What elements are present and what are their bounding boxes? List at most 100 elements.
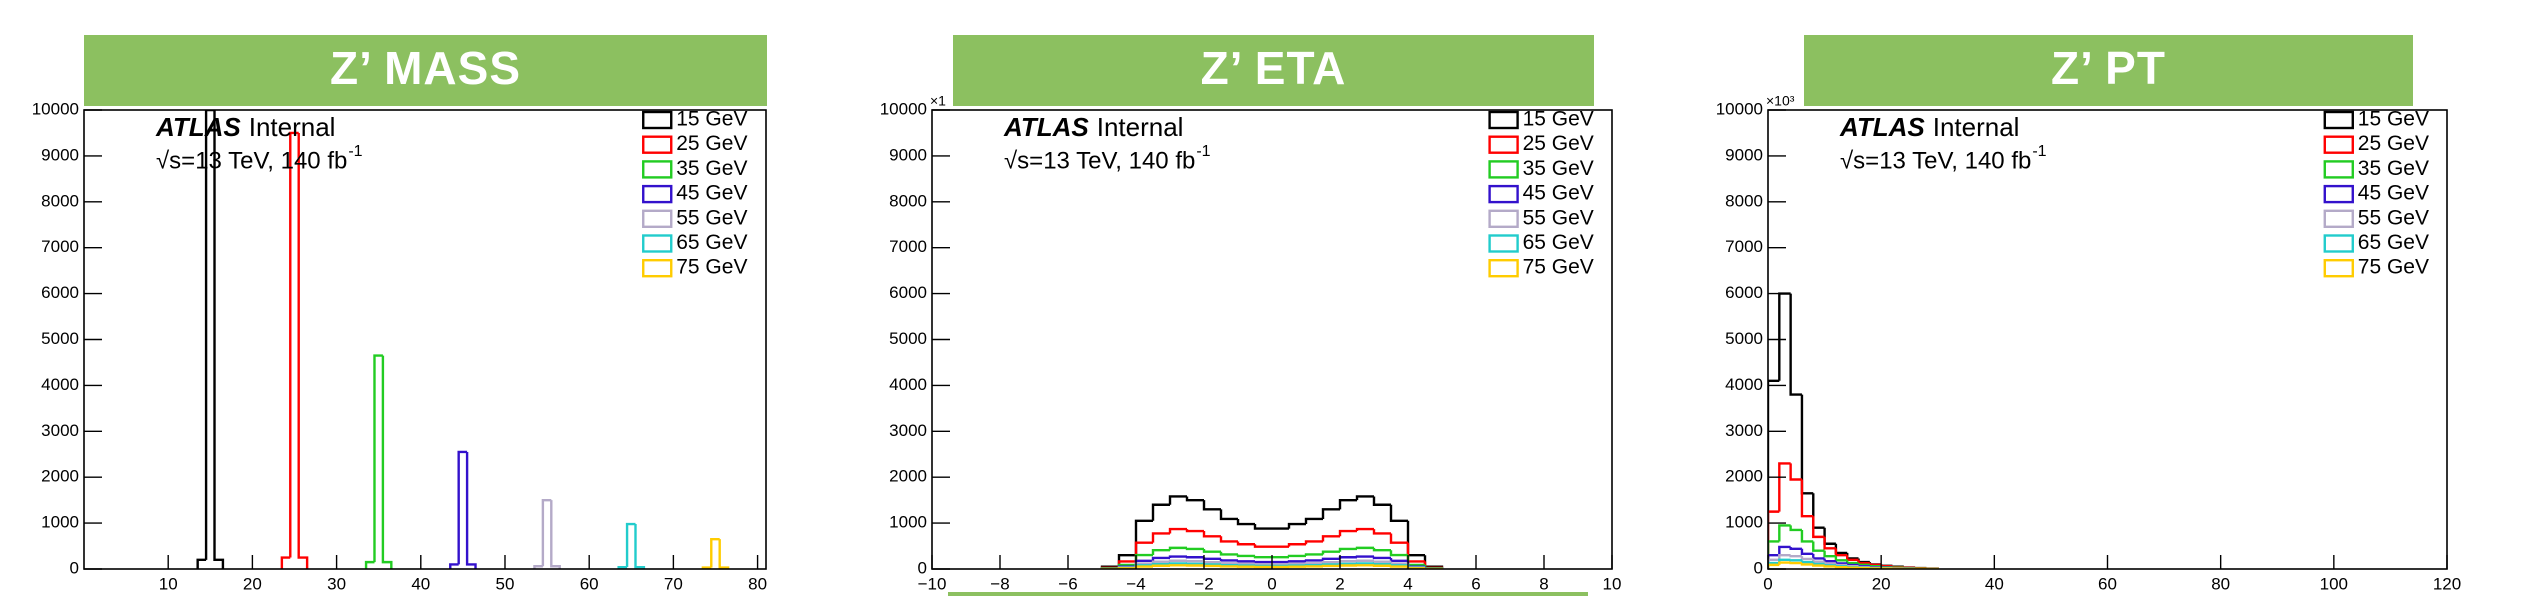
histogram-bin [1768, 563, 1780, 569]
y-tick-label: 9000 [41, 145, 79, 164]
histogram-bin [1846, 552, 1859, 560]
histogram-bin [1253, 544, 1272, 548]
legend-swatch [2323, 234, 2354, 253]
histogram-bin [1253, 524, 1272, 530]
histogram-bin [1846, 560, 1859, 565]
histogram-bin [1287, 560, 1306, 563]
underline [948, 592, 1588, 596]
x-tick-label: 4 [1403, 574, 1412, 593]
histogram-bin [1304, 562, 1323, 565]
legend-label: 75 GeV [2358, 256, 2429, 279]
legend-label: 65 GeV [2358, 231, 2429, 254]
histogram-bin [1372, 496, 1391, 506]
chart-title: Z’ ETA [1201, 42, 1347, 94]
histogram-bin [1800, 560, 1814, 564]
histogram-bin [1151, 564, 1170, 567]
histogram-bin [1355, 546, 1374, 550]
histogram-bin [1406, 555, 1425, 567]
legend-label: 35 GeV [1523, 157, 1594, 180]
y-tick-label: 2000 [889, 467, 927, 486]
histogram-bin [1168, 559, 1187, 562]
legend-swatch [1488, 110, 1519, 130]
histogram-bin [1321, 564, 1340, 568]
histogram-bin [1800, 548, 1814, 556]
status-label: Internal [1097, 112, 1184, 142]
histogram-bin [1321, 535, 1340, 542]
x-tick-label: 40 [411, 574, 430, 593]
histogram-bin [1372, 547, 1391, 552]
histogram-bin [718, 539, 730, 569]
histogram-bin [1789, 293, 1802, 396]
x-tick-label: 0 [1763, 574, 1772, 593]
histogram-bin [1406, 542, 1425, 563]
status-label: Internal [1933, 112, 2020, 142]
histogram-bin [1219, 563, 1238, 567]
legend-label: 45 GeV [1523, 182, 1594, 205]
x-tick-label: 50 [496, 574, 515, 593]
y-tick-label: 6000 [1725, 283, 1763, 302]
histogram-bin [1812, 564, 1825, 567]
histogram-bin [1287, 562, 1306, 566]
y-tick-label: 4000 [41, 375, 79, 394]
histogram-bin [541, 498, 552, 567]
title-banner [84, 35, 767, 106]
histogram-bin [1812, 558, 1825, 563]
x-tick-label: 6 [1471, 574, 1480, 593]
lumi-power: -1 [2032, 143, 2046, 160]
x-tick-label: 20 [243, 574, 262, 593]
y-tick-label: 1000 [41, 513, 79, 532]
x-tick-label: −8 [990, 574, 1009, 593]
histogram-bin [1800, 394, 1814, 495]
y-tick-label: 3000 [889, 421, 927, 440]
chart-title: Z’ PT [2051, 42, 2166, 94]
histogram-bin [1800, 529, 1814, 543]
legend-label: 15 GeV [2358, 108, 2429, 131]
x-tick-label: 60 [580, 574, 599, 593]
experiment-label: ATLAS [1839, 112, 1925, 142]
histogram-bin [1202, 500, 1221, 511]
histogram-bin [1846, 555, 1859, 562]
histogram-bin [1219, 551, 1238, 556]
histogram-bin [1768, 379, 1780, 569]
x-tick-label: −6 [1058, 574, 1077, 593]
histogram-bin [1834, 561, 1848, 565]
histogram-bin [1834, 556, 1848, 562]
histogram-bin [1768, 554, 1780, 569]
histogram-bin [449, 563, 459, 569]
legend-label: 65 GeV [676, 231, 747, 254]
y-tick-label: 5000 [1725, 329, 1763, 348]
legend-label: 35 GeV [676, 157, 747, 180]
histogram-bin [457, 450, 468, 565]
legend-label: 75 GeV [676, 256, 747, 279]
histogram-bin [1321, 561, 1340, 564]
histogram-bin [1823, 550, 1836, 558]
y-tick-label: 2000 [1725, 467, 1763, 486]
histogram-bin [1812, 562, 1825, 566]
histogram-bin [1304, 540, 1323, 545]
histograms [196, 110, 730, 569]
histograms [1768, 292, 1939, 569]
y-tick-label: 4000 [889, 375, 927, 394]
histogram-bin [1134, 541, 1153, 562]
histogram-bin [373, 354, 383, 563]
y-tick-label: 10000 [32, 99, 79, 118]
y-tick-label: 8000 [1725, 191, 1763, 210]
histogram-bin [1834, 565, 1848, 569]
y-tick-label: 9000 [1725, 145, 1763, 164]
histogram-bin [1253, 555, 1272, 559]
legend-swatch [642, 234, 673, 253]
histogram-bin [1321, 557, 1340, 561]
histogram-bin [1321, 508, 1340, 519]
histogram-bin [1304, 559, 1323, 562]
histogram-bin [1768, 540, 1780, 569]
histogram-bin [1185, 547, 1204, 551]
x-tick-label: 100 [2320, 574, 2348, 593]
legend-swatch [2323, 135, 2354, 154]
histogram-bin [1134, 519, 1153, 556]
histogram-bin [1823, 558, 1836, 563]
histogram-bin [1389, 533, 1408, 544]
histogram-bin [1768, 510, 1780, 569]
histogram-bin [1287, 554, 1306, 558]
